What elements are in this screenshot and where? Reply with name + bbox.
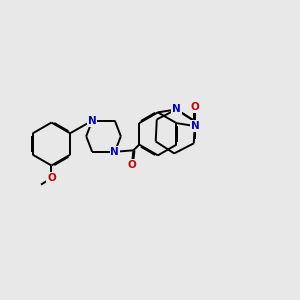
Text: O: O (190, 102, 199, 112)
Text: N: N (172, 104, 181, 114)
Text: N: N (110, 147, 119, 157)
Text: O: O (47, 173, 56, 183)
Text: N: N (88, 116, 97, 126)
Text: O: O (128, 160, 136, 170)
Text: N: N (190, 121, 200, 131)
